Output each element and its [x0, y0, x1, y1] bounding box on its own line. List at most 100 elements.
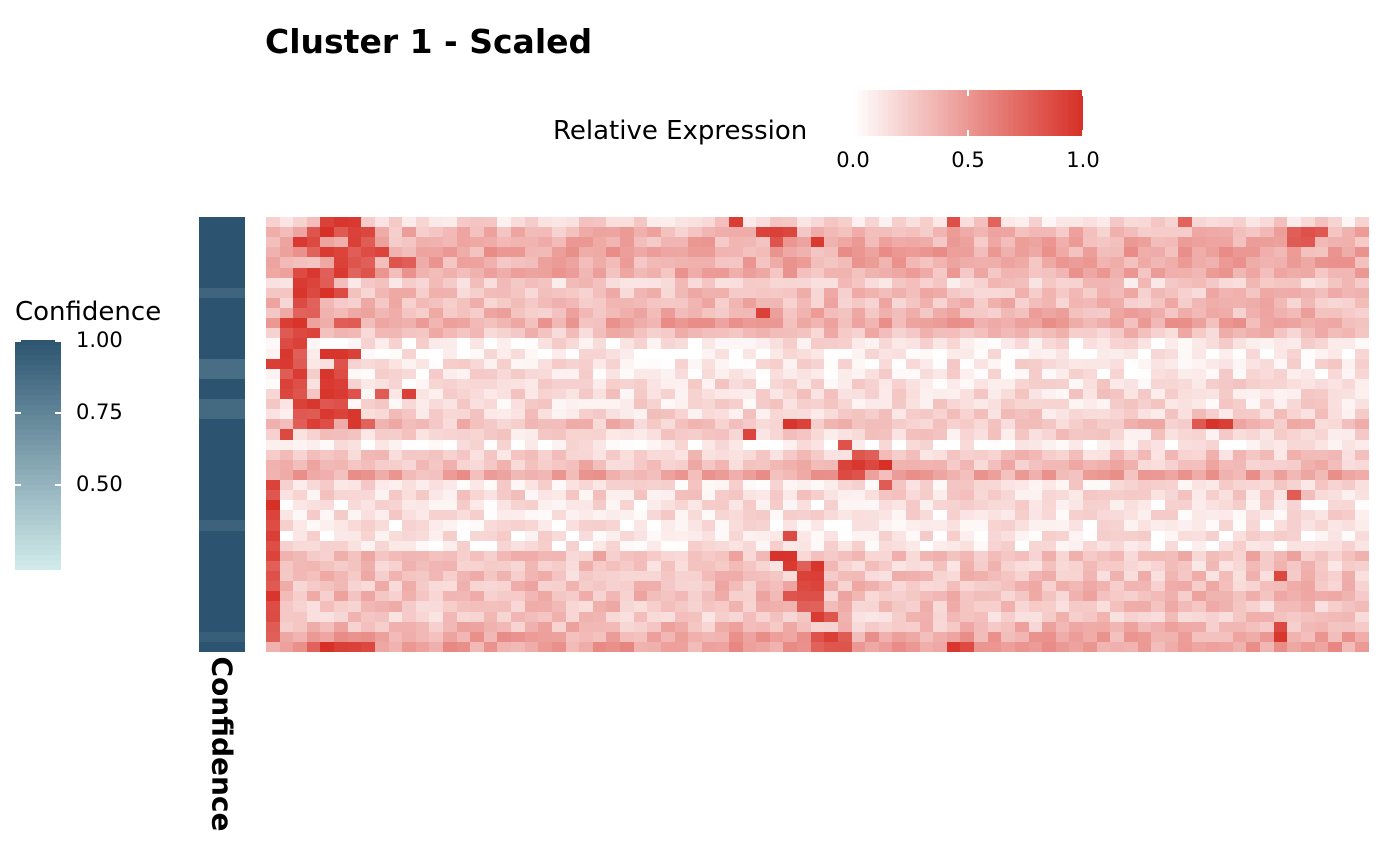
heatmap-cell — [361, 571, 376, 582]
heatmap-cell — [1246, 591, 1261, 602]
heatmap-cell — [320, 298, 335, 309]
heatmap-cell — [293, 520, 308, 532]
heatmap-cell — [1029, 541, 1043, 552]
heatmap-cell — [511, 318, 526, 329]
heatmap-cell — [416, 561, 430, 572]
heatmap-cell — [593, 268, 607, 279]
heatmap-cell — [811, 379, 825, 390]
heatmap-cell — [1246, 571, 1261, 582]
heatmap-cell — [988, 268, 1002, 279]
heatmap-cell — [634, 642, 648, 652]
heatmap-cell — [933, 480, 948, 491]
heatmap-cell — [756, 460, 771, 471]
heatmap-cell — [1097, 288, 1111, 299]
heatmap-cell — [606, 561, 621, 572]
confidence-cell — [199, 298, 245, 309]
heatmap-cell — [402, 632, 417, 643]
heatmap-cell — [811, 257, 825, 269]
heatmap-cell — [797, 318, 812, 329]
heatmap-cell — [1056, 237, 1070, 248]
heatmap-cell — [1192, 520, 1207, 532]
confidence-gradient-step — [15, 425, 61, 431]
heatmap-cell — [416, 399, 430, 410]
heatmap-cell — [702, 480, 716, 491]
heatmap-cell — [1301, 288, 1316, 299]
heatmap-cell — [511, 642, 526, 652]
heatmap-cell — [797, 551, 812, 562]
heatmap-cell — [348, 419, 362, 430]
heatmap-cell — [988, 247, 1002, 258]
heatmap-cell — [1138, 601, 1152, 613]
heatmap-cell — [1342, 622, 1356, 633]
heatmap-cell — [334, 531, 349, 542]
heatmap-cell — [688, 227, 703, 238]
heatmap-cell — [1165, 480, 1179, 491]
heatmap-cell — [1287, 308, 1302, 319]
heatmap-cell — [688, 308, 703, 319]
heatmap-cell — [947, 379, 961, 390]
heatmap-cell — [470, 328, 485, 339]
heatmap-cell — [852, 227, 866, 238]
heatmap-cell — [620, 268, 635, 279]
heatmap-cell — [1069, 409, 1084, 420]
heatmap-cell — [1056, 257, 1070, 269]
heatmap-cell — [756, 632, 771, 643]
heatmap-cell — [470, 308, 485, 319]
heatmap-cell — [702, 601, 716, 613]
heatmap-cell — [1355, 551, 1369, 562]
heatmap-cell — [375, 460, 390, 471]
heatmap-cell — [865, 308, 880, 319]
heatmap-cell — [988, 642, 1002, 652]
heatmap-cell — [634, 389, 648, 400]
heatmap-cell — [702, 369, 716, 380]
heatmap-cell — [920, 500, 934, 511]
heatmap-cell — [675, 450, 689, 461]
heatmap-cell — [593, 227, 607, 238]
heatmap-cell — [457, 359, 471, 370]
heatmap-cell — [892, 409, 907, 420]
heatmap-cell — [824, 257, 839, 269]
heatmap-cell — [715, 531, 730, 542]
heatmap-cell — [1001, 349, 1016, 360]
heatmap-cell — [783, 601, 798, 613]
heatmap-cell — [1042, 510, 1057, 521]
heatmap-cell — [334, 642, 349, 652]
heatmap-cell — [743, 450, 757, 461]
heatmap-cell — [756, 278, 771, 289]
heatmap-cell — [484, 450, 498, 461]
heatmap-cell — [320, 561, 335, 572]
heatmap-cell — [1015, 510, 1030, 521]
heatmap-cell — [511, 571, 526, 582]
heatmap-cell — [1001, 561, 1016, 572]
heatmap-cell — [1287, 298, 1302, 309]
heatmap-cell — [743, 460, 757, 471]
heatmap-cell — [280, 369, 294, 380]
heatmap-cell — [1056, 227, 1070, 238]
heatmap-cell — [1192, 227, 1207, 238]
heatmap-cell — [1165, 349, 1179, 360]
heatmap-cell — [824, 379, 839, 390]
heatmap-cell — [402, 551, 417, 562]
heatmap-cell — [1219, 642, 1234, 652]
heatmap-cell — [293, 632, 308, 643]
heatmap-cell — [361, 227, 376, 238]
heatmap-cell — [361, 409, 376, 420]
heatmap-cell — [511, 257, 526, 269]
heatmap-cell — [1178, 268, 1193, 279]
heatmap-cell — [1042, 612, 1057, 623]
heatmap-cell — [892, 419, 907, 430]
heatmap-cell — [852, 288, 866, 299]
heatmap-cell — [783, 359, 798, 370]
heatmap-cell — [1083, 237, 1098, 248]
heatmap-cell — [960, 349, 975, 360]
heatmap-cell — [552, 257, 567, 269]
heatmap-cell — [933, 288, 948, 299]
heatmap-cell — [811, 470, 825, 481]
heatmap-cell — [538, 298, 553, 309]
heatmap-cell — [566, 622, 580, 633]
heatmap-cell — [579, 612, 594, 623]
expression-legend-tick-1: 0.5 — [951, 148, 985, 172]
heatmap-cell — [280, 429, 294, 441]
heatmap-cell — [988, 257, 1002, 269]
heatmap-cell — [1342, 268, 1356, 279]
